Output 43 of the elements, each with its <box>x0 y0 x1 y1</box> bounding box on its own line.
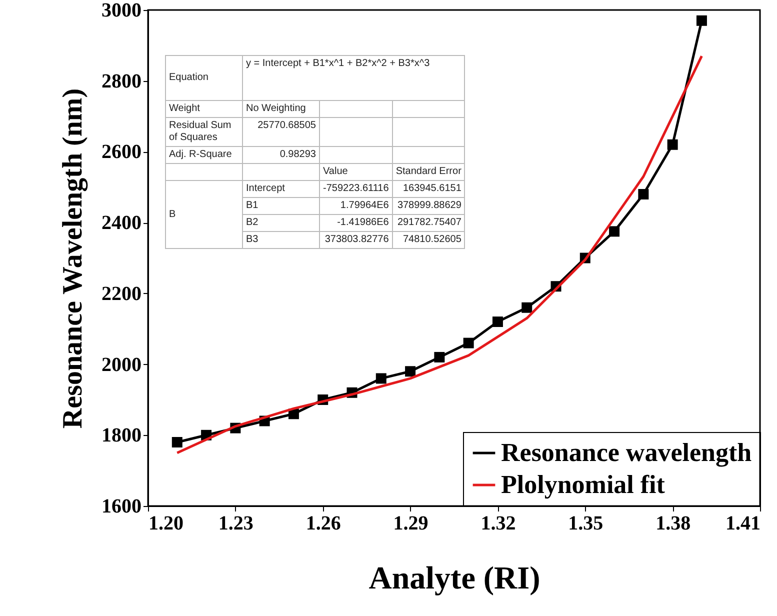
x-axis-title: Analyte (RI) <box>368 560 540 596</box>
annotation: Adj. R-Square <box>166 146 242 164</box>
x-tick-label: 1.26 <box>306 512 341 534</box>
x-tick-label: 1.38 <box>656 512 691 534</box>
y-tick-label: 1600 <box>102 496 142 518</box>
annotation: 25770.68505 <box>242 118 320 146</box>
x-tick-label: 1.35 <box>568 512 604 534</box>
annotation: y = Intercept + B1*x^1 + B2*x^2 + B3*x^3 <box>242 56 465 100</box>
annotation: 163945.6151 <box>392 180 465 198</box>
y-tick-label: 2800 <box>102 70 142 92</box>
annotation: Weight <box>166 100 242 118</box>
x-tick-label: 1.32 <box>480 512 516 534</box>
annotation: -759223.61116 <box>320 180 392 198</box>
annotation: 378999.88629 <box>392 198 465 214</box>
x-tick-label: 1.29 <box>393 512 428 534</box>
y-tick-label: 2000 <box>102 354 142 376</box>
annotation: 74810.52605 <box>392 232 465 248</box>
x-tick-label: 1.41 <box>726 512 760 534</box>
annotation: Residual Sum of Squares <box>166 118 242 146</box>
annotation: -1.41986E6 <box>320 214 392 232</box>
annotation: Value <box>320 164 392 180</box>
annotation: Intercept <box>242 180 320 198</box>
annotation: 0.98293 <box>242 146 320 164</box>
legend-label: Plolynomial fit <box>501 470 666 499</box>
x-tick-label: 1.20 <box>148 512 184 534</box>
x-tick-label: 1.23 <box>218 512 254 534</box>
annotation: B2 <box>242 214 320 232</box>
annotation: B3 <box>242 232 320 248</box>
annotation: B <box>166 180 242 248</box>
y-tick-label: 2400 <box>102 212 142 234</box>
y-tick-label: 2200 <box>102 282 142 305</box>
y-tick-label: 1800 <box>102 424 142 447</box>
legend-label: Resonance wavelength <box>501 438 752 467</box>
y-tick-label: 2600 <box>102 141 142 164</box>
annotation: 291782.75407 <box>392 214 465 232</box>
annotation: Equation <box>166 56 242 100</box>
y-axis-title: Resonance Wavelength (nm) <box>58 88 88 429</box>
annotation: 1.79964E6 <box>320 198 392 214</box>
annotation: No Weighting <box>242 100 320 118</box>
annotation: B1 <box>242 198 320 214</box>
annotation: Standard Error <box>392 164 465 180</box>
annotation: 373803.82776 <box>320 232 392 248</box>
y-tick-label: 3000 <box>102 0 142 22</box>
